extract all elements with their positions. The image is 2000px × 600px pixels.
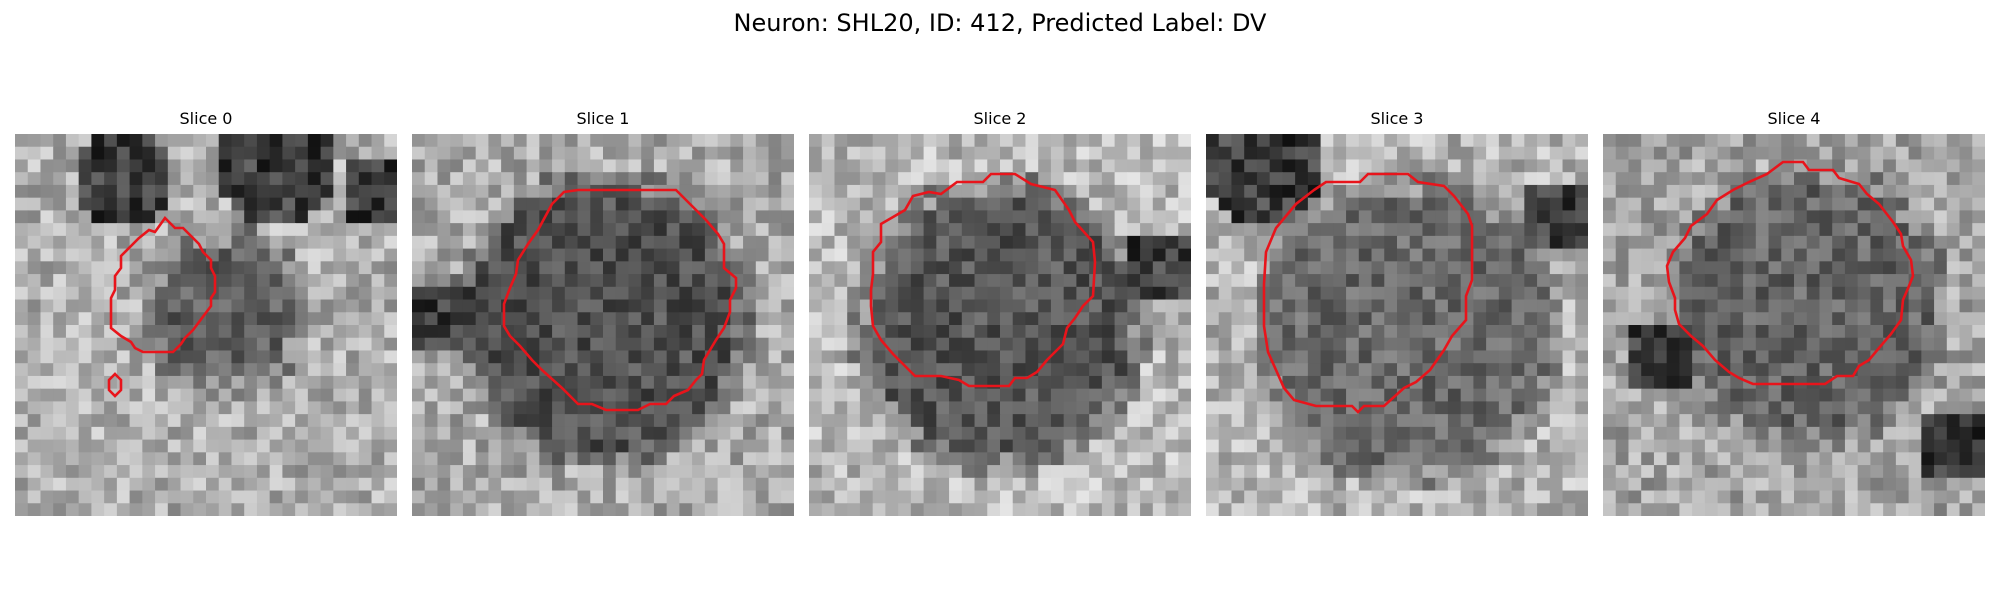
slice-image — [1206, 134, 1588, 516]
slice-title: Slice 3 — [1370, 109, 1424, 128]
cell-contour — [869, 172, 1097, 388]
small-contour — [107, 372, 123, 398]
cell-contour — [1665, 160, 1915, 386]
cell-contour — [1262, 172, 1474, 414]
slice-panel-0: Slice 0 — [15, 108, 397, 516]
slice-image — [412, 134, 794, 516]
slice-title: Slice 1 — [576, 109, 630, 128]
slice-image — [1603, 134, 1985, 516]
slice-panel-4: Slice 4 — [1603, 108, 1985, 516]
slice-image — [15, 134, 397, 516]
cell-contour — [109, 215, 217, 354]
slice-panel-3: Slice 3 — [1206, 108, 1588, 516]
slice-title: Slice 0 — [179, 109, 233, 128]
slice-title: Slice 4 — [1767, 109, 1821, 128]
slice-title: Slice 2 — [973, 109, 1027, 128]
figure-title: Neuron: SHL20, ID: 412, Predicted Label:… — [733, 9, 1267, 37]
slice-image — [809, 134, 1191, 516]
slice-panel-1: Slice 1 — [412, 108, 794, 516]
cell-contour — [502, 188, 738, 412]
slice-panel-2: Slice 2 — [809, 108, 1191, 516]
